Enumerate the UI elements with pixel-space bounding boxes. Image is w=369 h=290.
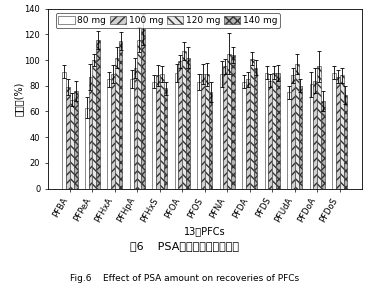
Bar — [66, 87, 70, 188]
Bar — [291, 75, 295, 188]
Y-axis label: 回收率(%): 回收率(%) — [13, 81, 23, 116]
Bar — [107, 79, 111, 188]
Bar — [70, 100, 74, 188]
Bar — [96, 39, 100, 188]
Bar — [62, 72, 66, 188]
Bar — [134, 68, 137, 188]
Bar — [160, 74, 163, 188]
Bar — [250, 59, 254, 188]
Bar — [92, 60, 96, 189]
Bar — [227, 54, 231, 188]
Bar — [137, 39, 141, 188]
Bar — [295, 64, 299, 188]
Bar — [272, 73, 276, 188]
Bar — [89, 77, 92, 188]
Bar — [313, 81, 317, 188]
Bar — [317, 66, 321, 188]
Bar — [74, 91, 77, 188]
Bar — [141, 29, 145, 188]
Bar — [205, 74, 208, 188]
Bar — [201, 74, 205, 188]
Bar — [182, 51, 186, 188]
Bar — [246, 79, 250, 188]
Bar — [231, 55, 235, 188]
Bar — [115, 57, 119, 188]
Bar — [299, 86, 302, 188]
Bar — [220, 74, 224, 188]
Bar — [186, 57, 190, 188]
Bar — [197, 82, 201, 188]
Bar — [224, 66, 227, 188]
Bar — [85, 108, 89, 188]
X-axis label: 13种PFCs: 13种PFCs — [184, 226, 225, 236]
Bar — [336, 77, 340, 188]
Bar — [310, 84, 313, 188]
Bar — [254, 68, 258, 188]
Bar — [332, 73, 336, 188]
Bar — [344, 95, 347, 188]
Bar — [265, 73, 268, 188]
Bar — [175, 73, 179, 188]
Bar — [179, 61, 182, 188]
Bar — [152, 82, 156, 188]
Bar — [156, 75, 160, 188]
Bar — [287, 92, 291, 188]
Bar — [321, 101, 325, 188]
Bar — [119, 41, 123, 188]
Bar — [276, 73, 280, 188]
Bar — [130, 79, 134, 188]
Bar — [242, 82, 246, 188]
Bar — [340, 75, 344, 188]
Text: 图6    PSA用量对回收率的影响: 图6 PSA用量对回收率的影响 — [130, 242, 239, 251]
Bar — [111, 74, 115, 188]
Text: Fig.6    Effect of PSA amount on recoveries of PFCs: Fig.6 Effect of PSA amount on recoveries… — [70, 274, 299, 283]
Bar — [208, 92, 213, 188]
Bar — [268, 81, 272, 188]
Bar — [163, 88, 168, 188]
Legend: 80 mg, 100 mg, 120 mg, 140 mg: 80 mg, 100 mg, 120 mg, 140 mg — [56, 13, 280, 28]
